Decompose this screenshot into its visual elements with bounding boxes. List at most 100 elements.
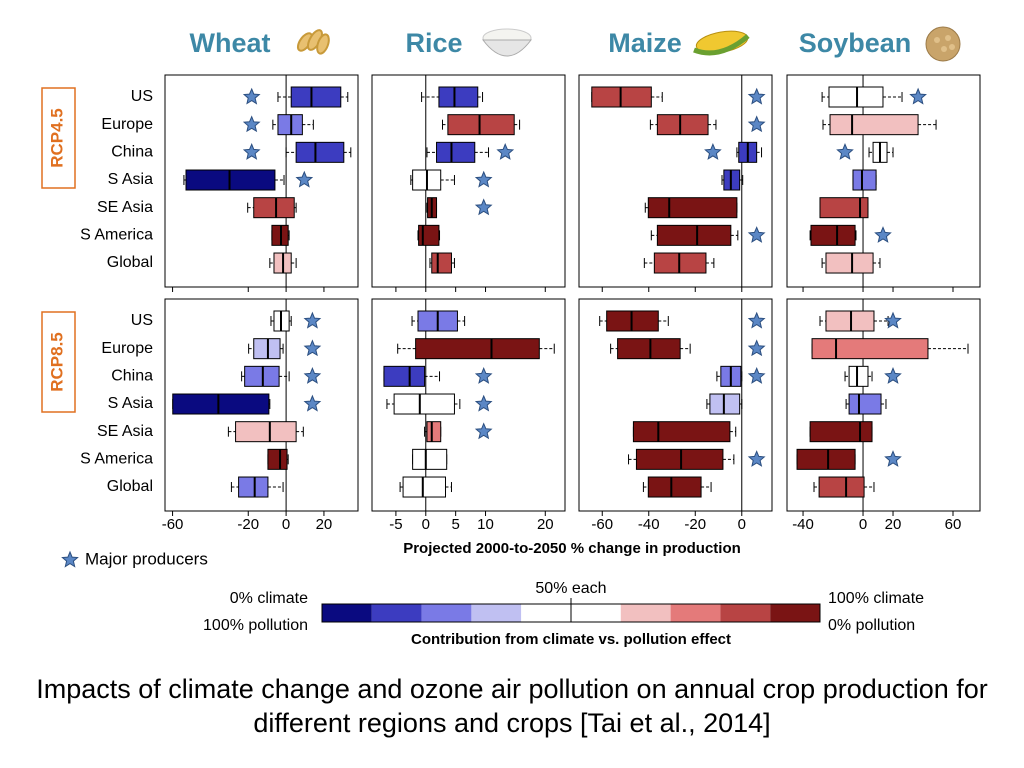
x-tick-label: 10 (477, 516, 494, 533)
legend-label: Major producers (85, 549, 208, 568)
colorbar-swatch (421, 604, 472, 622)
x-tick-label: -5 (389, 516, 402, 533)
major-producer-star (242, 115, 261, 133)
box (447, 114, 515, 136)
box (819, 197, 869, 219)
crop-title: Wheat (190, 28, 271, 58)
major-producer-star (474, 198, 493, 216)
major-producer-star (747, 367, 766, 384)
region-label: US (131, 312, 153, 329)
box (848, 365, 869, 387)
colorbar-title: Contribution from climate vs. pollution … (411, 631, 731, 648)
box (383, 365, 426, 387)
major-producer-star (874, 226, 892, 243)
caption: Impacts of climate change and ozone air … (36, 674, 988, 738)
soybean-icon (925, 26, 961, 62)
x-tick-label: 5 (451, 516, 459, 533)
panel-frame (371, 74, 566, 288)
region-label: Global (107, 254, 153, 271)
region-label: Europe (101, 340, 153, 357)
region-label: Global (107, 478, 153, 495)
x-tick-label: 20 (537, 516, 554, 533)
box (811, 338, 929, 360)
x-tick-label: 0 (859, 516, 867, 533)
major-producer-star (496, 143, 515, 160)
major-producer-star (295, 170, 314, 188)
box (172, 393, 270, 415)
major-producer-star (747, 339, 766, 357)
x-tick-label: -60 (591, 516, 613, 533)
colorbar-swatch (670, 604, 721, 622)
major-producer-star (747, 450, 766, 467)
box (426, 421, 442, 443)
major-producer-star (474, 170, 493, 188)
box (393, 393, 455, 415)
x-tick-label: 0 (282, 516, 290, 533)
box (235, 421, 297, 443)
box (818, 476, 865, 498)
major-producer-star (474, 394, 493, 412)
x-tick-label: -20 (237, 516, 259, 533)
region-label: China (111, 144, 153, 161)
colorbar-swatch (322, 604, 372, 622)
region-label: Europe (101, 116, 153, 133)
box (656, 114, 709, 136)
colorbar-swatch (571, 604, 621, 622)
box (825, 252, 874, 274)
box (810, 224, 856, 246)
x-tick-label: 60 (945, 516, 962, 533)
scenario-label: RCP4.5 (47, 108, 66, 168)
chart: Projected 2000-to-2050 % change in produ… (41, 26, 981, 648)
x-tick-label: -20 (684, 516, 706, 533)
major-producer-star (884, 366, 902, 384)
major-producer-star (242, 143, 261, 160)
major-producer-star (242, 87, 261, 105)
major-producer-star (747, 115, 766, 133)
major-producer-star (303, 394, 322, 412)
rice-icon (481, 28, 533, 57)
box (402, 476, 446, 498)
colorbar-right-label: 0% pollution (828, 617, 915, 634)
scenario-label-box (41, 87, 76, 189)
colorbar-center-label: 50% each (535, 580, 606, 597)
x-tick-label: -40 (638, 516, 660, 533)
major-producer-star (474, 367, 493, 384)
region-label: US (131, 88, 153, 105)
legend-star (61, 550, 79, 568)
box (267, 448, 288, 470)
colorbar-right-label: 100% climate (828, 590, 924, 607)
colorbar-left-label: 100% pollution (203, 617, 308, 634)
region-label: S America (80, 451, 153, 468)
box (295, 141, 345, 163)
box (828, 86, 884, 108)
colorbar-swatch (371, 604, 422, 622)
region-label: S Asia (108, 171, 153, 188)
box (253, 338, 281, 360)
x-tick-label: 0 (738, 516, 746, 533)
panel-frame (786, 298, 981, 512)
crop-title: Maize (608, 28, 682, 58)
box (290, 86, 342, 108)
box (431, 252, 452, 274)
box (253, 197, 295, 219)
x-tick-label: -60 (162, 516, 184, 533)
x-tick-label: 0 (422, 516, 430, 533)
x-tick-label: 20 (316, 516, 333, 533)
major-producer-star (747, 311, 766, 329)
region-label: SE Asia (97, 423, 153, 440)
box (277, 114, 303, 136)
colorbar-swatch (620, 604, 671, 622)
major-producer-star (704, 143, 722, 160)
box (238, 476, 269, 498)
crop-title: Soybean (799, 28, 912, 58)
box (438, 86, 479, 108)
major-producer-star (303, 366, 322, 384)
box (829, 114, 919, 136)
colorbar-swatch (770, 604, 820, 622)
major-producer-star (303, 311, 322, 329)
major-producer-star (747, 226, 766, 243)
box (436, 141, 476, 163)
colorbar-left-label: 0% climate (230, 590, 308, 607)
major-producer-star (884, 311, 902, 329)
